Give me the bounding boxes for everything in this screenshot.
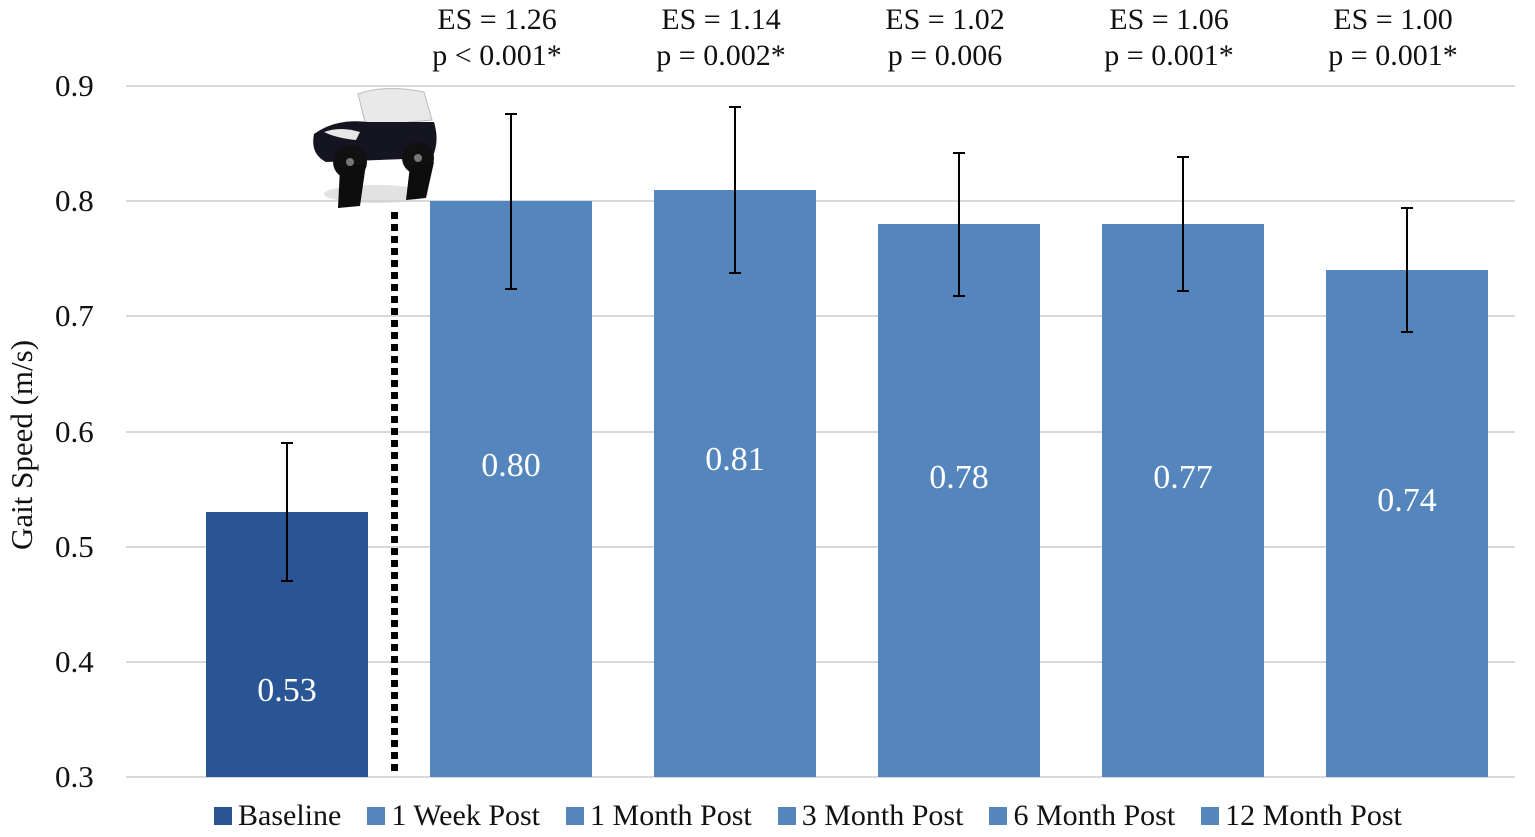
legend-item-baseline: Baseline xyxy=(214,799,341,833)
significance-annotation: ES = 1.14 p = 0.002* xyxy=(656,2,785,74)
legend-label: 1 Week Post xyxy=(391,799,541,832)
bar-1-week-post: 0.80 xyxy=(430,201,592,777)
error-bar-cap xyxy=(281,580,293,583)
legend-swatch-icon xyxy=(566,807,585,825)
y-tick-label: 0.8 xyxy=(55,183,94,219)
effect-size-label: ES = 1.14 xyxy=(661,3,781,36)
error-bar-cap xyxy=(1177,156,1189,159)
gridline xyxy=(126,85,1515,87)
y-tick-label: 0.6 xyxy=(55,413,94,449)
legend-label: 3 Month Post xyxy=(801,799,964,832)
gridline xyxy=(126,430,1515,433)
y-tick-label: 0.3 xyxy=(55,759,94,794)
bar-1-month-post: 0.81 xyxy=(654,189,816,777)
legend-label: Baseline xyxy=(238,799,342,832)
bar-value-label: 0.78 xyxy=(929,458,989,496)
bar-3-month-post: 0.78 xyxy=(878,224,1040,777)
error-bar-cap xyxy=(1401,331,1413,334)
gridline xyxy=(126,315,1515,318)
wheeled-shoe-device-icon xyxy=(313,87,437,208)
error-bar xyxy=(286,443,288,582)
significance-annotation: ES = 1.00 p = 0.001* xyxy=(1328,2,1457,74)
error-bar-cap xyxy=(281,442,293,445)
error-bar-cap xyxy=(505,112,517,115)
legend-label: 1 Month Post xyxy=(590,799,752,832)
error-bar-cap xyxy=(953,151,965,154)
error-bar-cap xyxy=(729,105,741,108)
p-value-label: p = 0.006 xyxy=(887,39,1003,72)
y-tick-label: 0.9 xyxy=(55,68,94,103)
legend-item-3-month-post: 3 Month Post xyxy=(777,799,964,833)
y-axis-label-wrap: Gait Speed (m/s) xyxy=(0,300,44,590)
bar-12-month-post: 0.74 xyxy=(1326,270,1488,777)
bar-6-month-post: 0.77 xyxy=(1102,224,1264,777)
intervention-divider-line xyxy=(391,212,398,776)
p-value-label: p = 0.001* xyxy=(1328,39,1458,72)
legend-item-6-month-post: 6 Month Post xyxy=(989,799,1175,833)
error-bar xyxy=(958,152,960,296)
error-bar-cap xyxy=(729,271,741,274)
gridline xyxy=(126,200,1515,203)
legend-swatch-icon xyxy=(214,807,232,825)
error-bar-cap xyxy=(1401,207,1413,210)
gridline xyxy=(126,545,1515,548)
legend-item-1-week-post: 1 Week Post xyxy=(367,799,540,833)
error-bar-cap xyxy=(1177,289,1189,292)
error-bar xyxy=(734,106,736,273)
legend-swatch-icon xyxy=(989,807,1008,825)
legend-swatch-icon xyxy=(367,807,386,825)
y-tick-label: 0.7 xyxy=(55,298,94,334)
legend-label: 6 Month Post xyxy=(1013,799,1176,832)
p-value-label: p = 0.001* xyxy=(1104,39,1234,72)
error-bar xyxy=(1182,157,1184,291)
gridline xyxy=(126,660,1515,663)
y-axis-label: Gait Speed (m/s) xyxy=(4,339,39,551)
legend: Baseline 1 Week Post 1 Month Post 3 Month P… xyxy=(214,799,1428,833)
significance-annotation: ES = 1.02 p = 0.006 xyxy=(885,2,1004,74)
legend-swatch-icon xyxy=(1201,807,1220,825)
bar-value-label: 0.77 xyxy=(1153,458,1213,496)
error-bar-cap xyxy=(505,287,517,290)
significance-annotation: ES = 1.06 p = 0.001* xyxy=(1104,2,1233,74)
effect-size-label: ES = 1.06 xyxy=(1109,3,1229,36)
error-bar xyxy=(510,113,512,289)
bar-value-label: 0.80 xyxy=(481,447,541,485)
legend-swatch-icon xyxy=(777,807,796,825)
p-value-label: p < 0.001* xyxy=(432,39,562,72)
legend-item-1-month-post: 1 Month Post xyxy=(566,799,752,833)
effect-size-label: ES = 1.00 xyxy=(1333,3,1453,36)
legend-item-12-month-post: 12 Month Post xyxy=(1201,799,1402,833)
error-bar-cap xyxy=(953,294,965,297)
effect-size-label: ES = 1.26 xyxy=(437,3,557,36)
p-value-label: p = 0.002* xyxy=(656,39,786,72)
gridline xyxy=(126,776,1515,778)
significance-annotation: ES = 1.26 p < 0.001* xyxy=(432,2,561,74)
y-tick-label: 0.4 xyxy=(55,643,94,679)
bar-value-label: 0.81 xyxy=(705,441,765,479)
legend-label: 12 Month Post xyxy=(1225,799,1402,832)
y-tick-label: 0.5 xyxy=(55,528,94,564)
effect-size-label: ES = 1.02 xyxy=(885,3,1005,36)
bar-value-label: 0.53 xyxy=(257,671,317,709)
bar-value-label: 0.74 xyxy=(1377,481,1437,519)
error-bar xyxy=(1406,208,1408,333)
